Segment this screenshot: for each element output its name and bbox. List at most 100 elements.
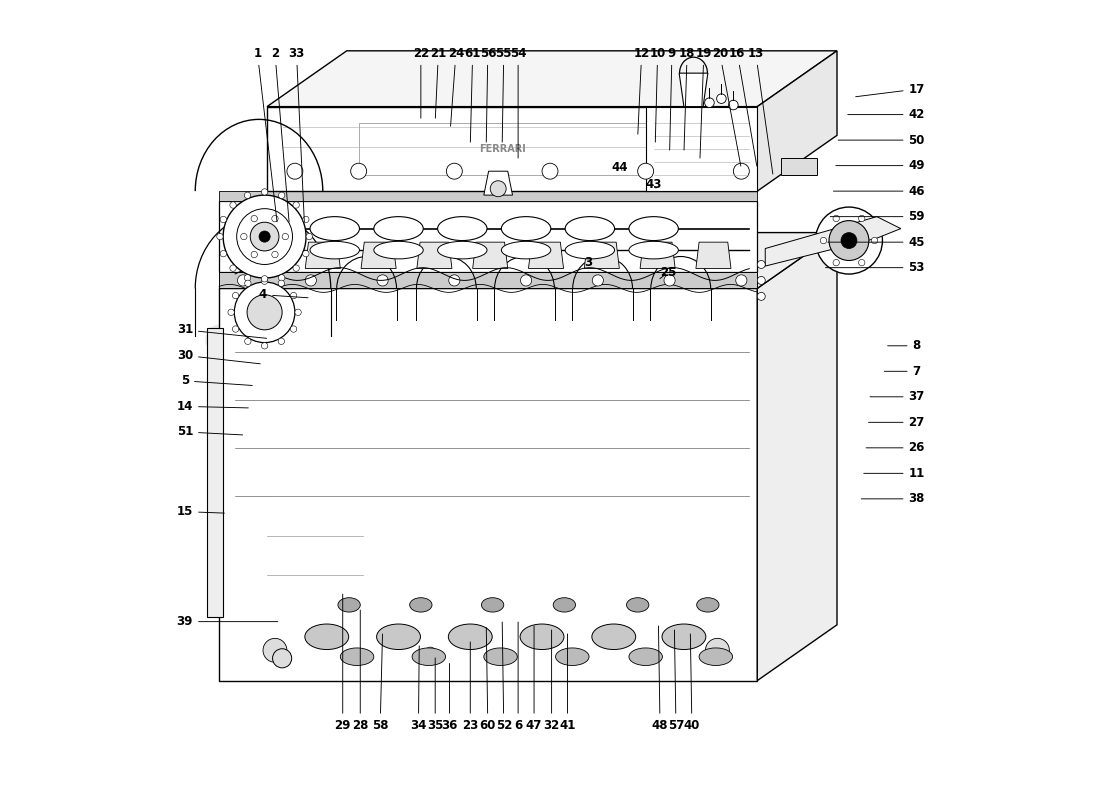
- Text: 2: 2: [271, 46, 289, 222]
- Circle shape: [842, 233, 857, 249]
- Circle shape: [244, 192, 251, 198]
- Text: 31: 31: [177, 323, 266, 338]
- Polygon shape: [219, 201, 757, 273]
- Circle shape: [241, 234, 248, 240]
- Text: 49: 49: [836, 159, 925, 172]
- Polygon shape: [417, 242, 452, 269]
- Polygon shape: [679, 73, 708, 106]
- Circle shape: [871, 238, 878, 244]
- Ellipse shape: [565, 242, 615, 259]
- Circle shape: [251, 251, 257, 258]
- Text: 7: 7: [884, 365, 921, 378]
- Circle shape: [757, 277, 766, 285]
- Circle shape: [244, 338, 251, 345]
- Text: 50: 50: [838, 134, 925, 146]
- Text: 57: 57: [668, 630, 684, 732]
- Circle shape: [491, 181, 506, 197]
- Text: 5: 5: [180, 374, 252, 387]
- Polygon shape: [766, 217, 901, 266]
- Ellipse shape: [565, 217, 615, 241]
- Circle shape: [232, 292, 239, 298]
- Circle shape: [250, 222, 279, 251]
- Circle shape: [244, 274, 251, 281]
- Circle shape: [833, 259, 839, 266]
- Circle shape: [449, 275, 460, 286]
- Text: 28: 28: [352, 610, 368, 732]
- Circle shape: [293, 202, 299, 208]
- Circle shape: [705, 98, 714, 107]
- Circle shape: [290, 292, 297, 298]
- Circle shape: [262, 276, 267, 282]
- Polygon shape: [219, 191, 757, 201]
- Text: 54: 54: [510, 46, 527, 158]
- Ellipse shape: [338, 598, 361, 612]
- Ellipse shape: [502, 242, 551, 259]
- Circle shape: [238, 275, 249, 286]
- Text: 55: 55: [495, 46, 512, 142]
- Text: 35: 35: [427, 658, 443, 732]
- Polygon shape: [484, 171, 513, 195]
- Text: 30: 30: [177, 349, 261, 364]
- Text: 40: 40: [684, 634, 700, 732]
- Text: 16: 16: [729, 46, 757, 166]
- Circle shape: [272, 215, 278, 222]
- Circle shape: [829, 221, 869, 261]
- Circle shape: [815, 207, 882, 274]
- Circle shape: [258, 231, 271, 242]
- Text: 23: 23: [462, 642, 478, 732]
- Text: 51: 51: [177, 426, 243, 438]
- Text: 4: 4: [258, 288, 308, 302]
- Circle shape: [287, 163, 303, 179]
- Ellipse shape: [629, 242, 679, 259]
- Polygon shape: [473, 242, 508, 269]
- Circle shape: [757, 261, 766, 269]
- Polygon shape: [359, 122, 646, 175]
- Polygon shape: [219, 233, 837, 288]
- Text: 44: 44: [612, 161, 628, 174]
- Polygon shape: [306, 242, 340, 269]
- Circle shape: [232, 326, 239, 332]
- Text: 25: 25: [660, 266, 676, 279]
- Ellipse shape: [629, 217, 679, 241]
- Text: 43: 43: [646, 178, 662, 191]
- Text: 27: 27: [869, 416, 925, 429]
- Circle shape: [728, 100, 738, 110]
- Circle shape: [734, 163, 749, 179]
- Ellipse shape: [696, 598, 719, 612]
- Circle shape: [705, 638, 729, 662]
- Circle shape: [230, 265, 236, 271]
- Polygon shape: [219, 273, 757, 288]
- Polygon shape: [781, 158, 817, 175]
- Text: 14: 14: [177, 400, 249, 413]
- Ellipse shape: [438, 242, 487, 259]
- Text: 61: 61: [464, 46, 481, 142]
- Circle shape: [736, 275, 747, 286]
- Circle shape: [377, 275, 388, 286]
- Ellipse shape: [482, 598, 504, 612]
- Text: 53: 53: [825, 261, 925, 274]
- Circle shape: [278, 274, 285, 281]
- Text: 36: 36: [441, 663, 458, 732]
- Text: 20: 20: [712, 46, 740, 166]
- Text: 42: 42: [848, 108, 925, 121]
- Text: 48: 48: [652, 626, 669, 732]
- Text: 8: 8: [888, 339, 921, 352]
- Ellipse shape: [484, 648, 517, 666]
- Text: 11: 11: [864, 467, 925, 480]
- Text: 17: 17: [856, 82, 925, 97]
- Ellipse shape: [310, 217, 360, 241]
- Circle shape: [447, 163, 462, 179]
- Text: 56: 56: [480, 46, 496, 142]
- Text: 59: 59: [830, 210, 925, 223]
- Text: 45: 45: [828, 236, 925, 249]
- Polygon shape: [640, 242, 675, 269]
- Circle shape: [833, 215, 839, 222]
- Circle shape: [302, 250, 309, 257]
- Text: 47: 47: [526, 626, 542, 732]
- Text: 41: 41: [560, 634, 575, 732]
- Ellipse shape: [556, 648, 590, 666]
- Ellipse shape: [662, 624, 706, 650]
- Circle shape: [638, 163, 653, 179]
- Circle shape: [220, 250, 227, 257]
- Circle shape: [223, 195, 306, 278]
